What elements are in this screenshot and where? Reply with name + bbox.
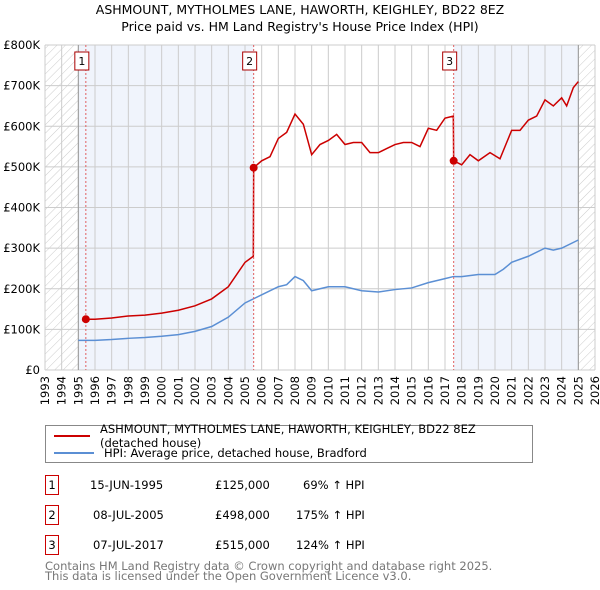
sale-price: £515,000 [215,538,270,552]
y-tick-label: £600K [3,119,40,133]
sale-point [249,163,258,172]
y-tick-label: £0 [25,363,40,377]
price-chart: ASHMOUNT, MYTHOLMES LANE, HAWORTH, KEIGH… [3,2,600,405]
x-tick-label: 2005 [238,376,252,405]
y-tick-label: £400K [3,201,40,215]
y-tick-label: £100K [3,322,40,336]
sale-point [449,156,458,165]
legend-label: ASHMOUNT, MYTHOLMES LANE, HAWORTH, KEIGH… [99,422,476,450]
x-tick-label: 2007 [271,376,285,405]
y-tick-label: £800K [3,38,40,52]
sale-date: 15-JUN-1995 [90,478,164,492]
x-tick-label: 2015 [405,376,419,405]
sale-date: 07-JUL-2017 [93,538,164,552]
x-tick-label: 1998 [121,376,135,405]
x-tick-label: 2024 [555,376,569,405]
sale-marker-label: 1 [78,55,85,68]
legend: ASHMOUNT, MYTHOLMES LANE, HAWORTH, KEIGH… [45,422,533,463]
x-tick-label: 2011 [338,376,352,405]
sale-point [81,315,90,324]
x-tick-label: 2020 [488,376,502,405]
x-tick-label: 1996 [88,376,102,405]
footer-copyright: Contains HM Land Registry data © Crown c… [45,559,493,573]
x-tick-label: 2001 [171,376,185,405]
chart-subtitle: Price paid vs. HM Land Registry's House … [121,19,478,34]
x-tick-label: 2008 [288,376,302,405]
x-tick-label: 2013 [371,376,385,405]
y-tick-label: £200K [3,282,40,296]
x-tick-label: 2026 [588,376,600,405]
sale-price: £498,000 [215,508,270,522]
x-tick-label: 2023 [538,376,552,405]
table-row: 2 08-JUL-2005 £498,000 175% ↑ HPI [45,505,545,525]
x-tick-label: 2014 [388,376,402,405]
sale-marker-box [74,51,90,71]
legend-item-property: ASHMOUNT, MYTHOLMES LANE, HAWORTH, KEIGH… [54,422,532,450]
x-tick-label: 1997 [105,376,119,405]
x-tick-label: 2000 [155,376,169,405]
x-tick-label: 2006 [255,376,269,405]
x-tick-label: 2012 [355,376,369,405]
sale-date: 08-JUL-2005 [93,508,164,522]
x-tick-label: 2025 [571,376,585,405]
y-tick-label: £700K [3,79,40,93]
sale-hpi-change: 175% ↑ HPI [296,508,365,522]
sale-marker-label: 2 [246,55,253,68]
sale-marker-label: 3 [446,55,453,68]
x-tick-label: 2017 [438,376,452,405]
sale-marker-box [442,51,458,71]
x-tick-label: 2022 [521,376,535,405]
property-price-line [85,81,579,320]
x-tick-label: 2018 [455,376,469,405]
chart-title: ASHMOUNT, MYTHOLMES LANE, HAWORTH, KEIGH… [96,2,504,17]
x-tick-label: 2003 [205,376,219,405]
sale-marker-number: 1 [45,475,59,495]
legend-item-hpi: HPI: Average price, detached house, Brad… [54,445,367,461]
x-tick-label: 2009 [305,376,319,405]
x-tick-label: 2019 [471,376,485,405]
x-tick-label: 1994 [55,376,69,405]
y-tick-label: £500K [3,160,40,174]
legend-swatch-blue [54,452,94,454]
x-tick-label: 2004 [221,376,235,405]
sale-hpi-change: 124% ↑ HPI [296,538,365,552]
sale-marker-number: 3 [45,535,59,555]
x-tick-label: 1995 [71,376,85,405]
x-tick-label: 1999 [138,376,152,405]
table-row: 1 15-JUN-1995 £125,000 69% ↑ HPI [45,475,545,495]
y-tick-label: £300K [3,241,40,255]
hpi-line [78,239,579,342]
legend-label: HPI: Average price, detached house, Brad… [104,446,367,460]
x-tick-label: 1993 [38,376,52,405]
sale-marker-box [242,51,258,71]
footer-licence: This data is licensed under the Open Gov… [45,569,412,583]
x-tick-label: 2016 [421,376,435,405]
table-row: 3 07-JUL-2017 £515,000 124% ↑ HPI [45,535,545,555]
x-tick-label: 2010 [321,376,335,405]
legend-swatch-red [54,435,90,437]
x-tick-label: 2002 [188,376,202,405]
sale-price: £125,000 [215,478,270,492]
sale-hpi-change: 69% ↑ HPI [303,478,365,492]
sale-marker-number: 2 [45,505,59,525]
x-tick-label: 2021 [505,376,519,405]
